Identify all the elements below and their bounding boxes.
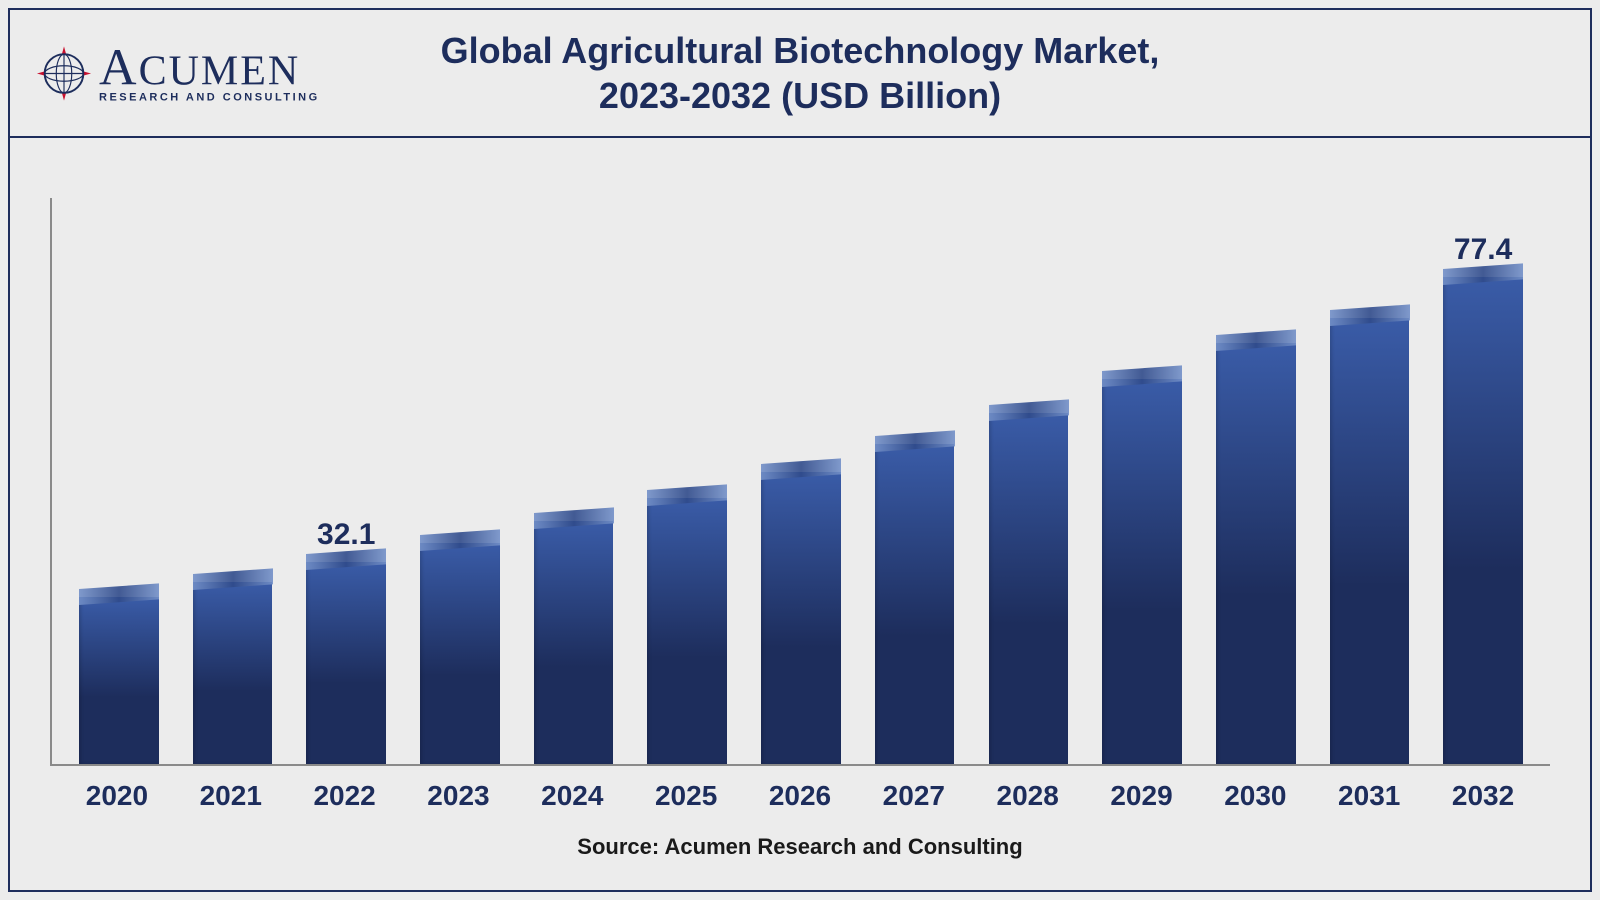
bar-group xyxy=(1085,198,1199,764)
x-axis-label: 2025 xyxy=(629,780,743,812)
x-axis-label: 2029 xyxy=(1085,780,1199,812)
x-axis-label: 2031 xyxy=(1312,780,1426,812)
bar: 77.4 xyxy=(1443,277,1523,764)
x-axis-label: 2032 xyxy=(1426,780,1540,812)
globe-icon xyxy=(35,44,93,102)
logo-text: ACUMEN RESEARCH AND CONSULTING xyxy=(99,43,320,104)
bar xyxy=(1216,343,1296,764)
bar-top-bevel xyxy=(989,400,1069,422)
bar-group: 77.4 xyxy=(1426,198,1540,764)
bar-group xyxy=(517,198,631,764)
x-axis-label: 2028 xyxy=(971,780,1085,812)
bar-group xyxy=(62,198,176,764)
bar xyxy=(534,521,614,764)
bar-top-bevel xyxy=(420,529,500,551)
source-text: Source: Acumen Research and Consulting xyxy=(50,834,1550,860)
x-axis-label: 2022 xyxy=(288,780,402,812)
bar-top-bevel xyxy=(875,430,955,452)
data-label: 77.4 xyxy=(1454,233,1512,267)
x-axis-label: 2023 xyxy=(402,780,516,812)
logo-sub-text: RESEARCH AND CONSULTING xyxy=(99,93,320,104)
bar-top-bevel xyxy=(79,584,159,606)
bar-top-bevel xyxy=(1102,366,1182,388)
bar-group xyxy=(1199,198,1313,764)
bar-top-bevel xyxy=(1330,304,1410,326)
header: ACUMEN RESEARCH AND CONSULTING Global Ag… xyxy=(10,10,1590,138)
data-label: 32.1 xyxy=(317,518,375,552)
bar xyxy=(193,582,273,764)
bar xyxy=(1102,379,1182,764)
bar xyxy=(761,472,841,764)
x-axis-label: 2027 xyxy=(857,780,971,812)
bar-group xyxy=(858,198,972,764)
bar-top-bevel xyxy=(534,508,614,530)
chart-frame: ACUMEN RESEARCH AND CONSULTING Global Ag… xyxy=(8,8,1592,892)
title-line-2: 2023-2032 (USD Billion) xyxy=(599,75,1001,116)
bar-plot: 32.1 77.4 xyxy=(50,198,1550,766)
chart-area: 32.177.4 2020202120222023202420252026202… xyxy=(10,138,1590,890)
bar-top-bevel xyxy=(1216,329,1296,351)
bar xyxy=(989,413,1069,764)
bar-group xyxy=(176,198,290,764)
bar-group xyxy=(630,198,744,764)
bar-top-bevel xyxy=(761,459,841,481)
x-axis-labels: 2020202120222023202420252026202720282029… xyxy=(50,766,1550,812)
bar-group xyxy=(1313,198,1427,764)
bar xyxy=(420,543,500,764)
bar-top-bevel xyxy=(193,568,273,590)
x-axis-label: 2026 xyxy=(743,780,857,812)
bar-top-bevel xyxy=(647,484,727,506)
title-line-1: Global Agricultural Biotechnology Market… xyxy=(441,30,1160,71)
bar-group: 32.1 xyxy=(289,198,403,764)
bar: 32.1 xyxy=(306,562,386,764)
x-axis-label: 2024 xyxy=(515,780,629,812)
bar xyxy=(1330,318,1410,765)
bar-group xyxy=(403,198,517,764)
bar-group xyxy=(744,198,858,764)
bar xyxy=(647,498,727,764)
bar xyxy=(875,444,955,764)
x-axis-label: 2020 xyxy=(60,780,174,812)
x-axis-label: 2021 xyxy=(174,780,288,812)
bar xyxy=(79,597,159,764)
x-axis-label: 2030 xyxy=(1198,780,1312,812)
brand-logo: ACUMEN RESEARCH AND CONSULTING xyxy=(35,43,320,104)
bar-group xyxy=(972,198,1086,764)
logo-main-text: ACUMEN xyxy=(99,43,320,95)
